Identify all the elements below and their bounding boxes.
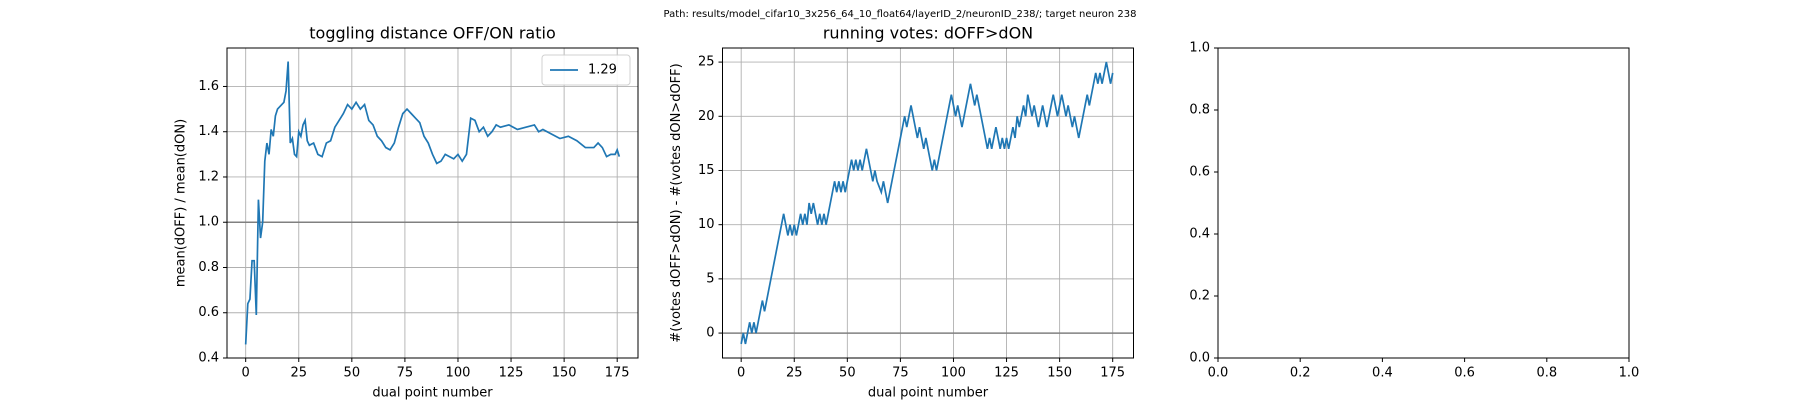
x-tick-label: 75 xyxy=(892,366,909,381)
legend: 1.29 xyxy=(541,54,631,86)
x-axis-label: dual point number xyxy=(868,386,989,400)
x-tick-label: 0 xyxy=(737,366,745,381)
x-tick-label: 0.4 xyxy=(1372,366,1393,381)
x-tick-label: 0.2 xyxy=(1290,366,1311,381)
figure-title: Path: results/model_cifar10_3x256_64_10_… xyxy=(664,9,1137,20)
x-axis-label: dual point number xyxy=(372,386,493,400)
legend-box xyxy=(541,54,631,86)
axes-frame xyxy=(226,47,639,359)
x-tick-label: 50 xyxy=(344,366,361,381)
x-tick-label: 1.0 xyxy=(1619,366,1640,381)
x-tick-label: 100 xyxy=(941,366,966,381)
y-tick-label: 0.0 xyxy=(1189,351,1210,366)
y-tick-label: 0.6 xyxy=(1189,165,1210,180)
legend-label: 1.29 xyxy=(588,63,617,78)
x-tick-label: 0 xyxy=(242,366,250,381)
x-tick-label: 125 xyxy=(499,366,524,381)
y-tick-label: 0.2 xyxy=(1189,289,1210,304)
x-tick-label: 0.6 xyxy=(1454,366,1475,381)
chart-title: toggling distance OFF/ON ratio xyxy=(309,24,555,43)
x-tick-label: 50 xyxy=(839,366,856,381)
y-tick-label: 5 xyxy=(706,271,714,286)
y-tick-label: 25 xyxy=(698,55,715,70)
y-tick-label: 1.6 xyxy=(198,79,219,94)
y-tick-label: 0 xyxy=(706,326,714,341)
y-tick-label: 0.6 xyxy=(198,305,219,320)
y-axis-label: mean(dOFF) / mean(dON) xyxy=(174,119,189,287)
x-tick-label: 25 xyxy=(786,366,803,381)
axes-frame xyxy=(722,47,1134,359)
data-line xyxy=(244,61,621,345)
y-tick-label: 0.4 xyxy=(1189,227,1210,242)
y-tick-label: 0.8 xyxy=(1189,103,1210,118)
plot-area xyxy=(1218,48,1629,358)
plot-area xyxy=(722,48,1134,358)
x-tick-label: 150 xyxy=(1047,366,1072,381)
y-tick-label: 15 xyxy=(698,163,715,178)
y-tick-label: 1.0 xyxy=(1189,41,1210,56)
x-tick-label: 75 xyxy=(397,366,414,381)
chart-title: running votes: dOFF>dON xyxy=(823,24,1033,43)
axes-frame xyxy=(1217,47,1630,359)
y-tick-label: 0.8 xyxy=(198,260,219,275)
data-line xyxy=(740,61,1114,345)
x-tick-label: 0.0 xyxy=(1208,366,1229,381)
y-axis-label: #(votes dOFF>dON) - #(votes dON>dOFF) xyxy=(669,63,684,342)
y-tick-label: 0.4 xyxy=(198,351,219,366)
y-tick-label: 1.2 xyxy=(198,169,219,184)
x-tick-label: 150 xyxy=(552,366,577,381)
x-tick-label: 0.8 xyxy=(1536,366,1557,381)
x-tick-label: 125 xyxy=(994,366,1019,381)
x-tick-label: 175 xyxy=(1100,366,1125,381)
plot-area xyxy=(227,48,638,358)
x-tick-label: 175 xyxy=(605,366,630,381)
y-tick-label: 20 xyxy=(698,109,715,124)
y-tick-label: 1.0 xyxy=(198,215,219,230)
y-tick-label: 10 xyxy=(698,217,715,232)
y-tick-label: 1.4 xyxy=(198,124,219,139)
x-tick-label: 25 xyxy=(290,366,307,381)
x-tick-label: 100 xyxy=(446,366,471,381)
